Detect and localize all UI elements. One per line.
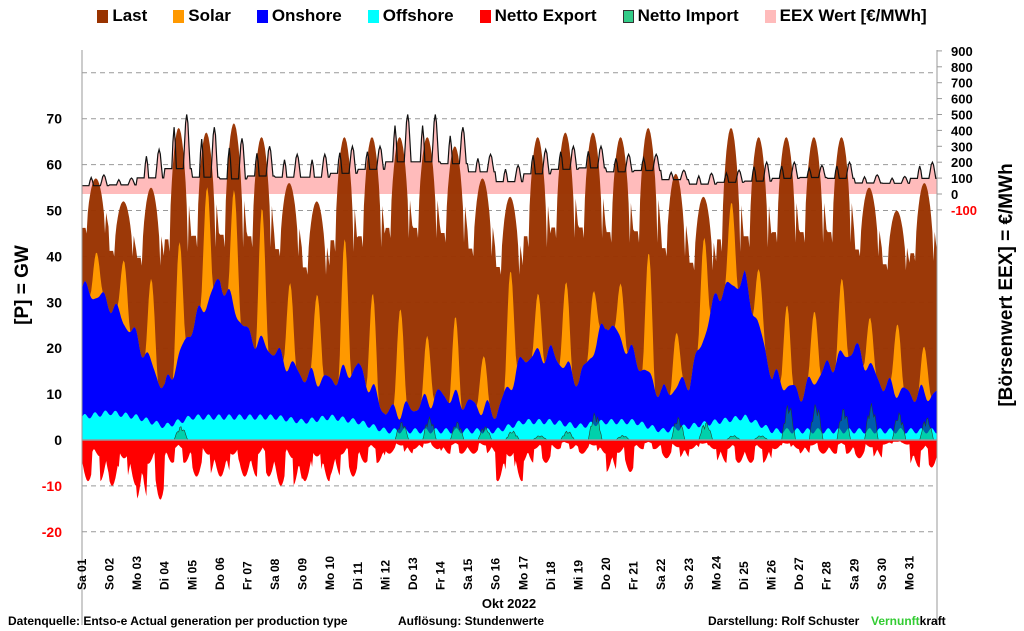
y2-tick-label: 0 [951,187,958,202]
y2-tick-label: 600 [951,92,973,107]
x-tick-label: Fr 14 [434,561,448,590]
y-tick-label: 20 [46,340,62,356]
x-tick-label: Sa 22 [654,558,668,590]
y2-tick-label: -100 [951,203,977,218]
x-tick-label: Di 18 [544,561,558,590]
x-tick-label: Sa 08 [268,558,282,590]
y-tick-label: -10 [42,478,62,494]
legend: Last Solar Onshore Offshore Netto Export… [0,6,1024,26]
eex-price-area [82,114,937,194]
series-offshore-area [82,410,937,440]
x-tick-label: Do 27 [792,557,806,590]
y2-tick-label: 800 [951,60,973,75]
x-tick-label: Do 13 [406,557,420,590]
x-tick-label: Di 11 [351,562,365,590]
x-tick-label: Mi 12 [378,560,392,590]
x-tick-label: Mo 10 [323,556,337,590]
y-tick-label: 0 [54,432,62,448]
y2-tick-label: 100 [951,171,973,186]
legend-onshore: Onshore [256,6,342,26]
x-tick-label: Sa 15 [461,558,475,590]
x-tick-label: Di 04 [158,561,172,590]
y2-tick-label: 700 [951,76,973,91]
legend-import: Netto Import [622,6,739,26]
legend-offshore: Offshore [367,6,454,26]
y2-tick-label: 400 [951,123,973,138]
x-tick-label: Di 25 [737,561,751,590]
series-export-area [82,440,937,500]
x-tick-label: So 02 [103,558,117,590]
x-axis-title: Okt 2022 [482,596,536,611]
x-tick-label: Sa 01 [75,558,89,590]
x-tick-label: Mo 24 [709,556,723,590]
y-tick-label: 60 [46,157,62,173]
x-tick-label: So 30 [875,558,889,590]
y2-tick-label: 900 [951,44,973,59]
legend-last: Last [97,6,147,26]
footer-brand: Vernunftkraft [871,614,946,628]
series-onshore-area [82,270,937,440]
x-tick-label: Fr 28 [820,561,834,590]
x-tick-label: Mo 31 [902,556,916,590]
x-tick-label: Do 06 [213,557,227,590]
x-tick-label: Do 20 [599,557,613,590]
y-tick-label: 10 [46,386,62,402]
y-tick-label: 40 [46,248,62,264]
eex-price-line [82,114,937,187]
y-tick-label: 30 [46,294,62,310]
y-axis-title: [P] = GW [12,245,33,325]
y2-tick-label: 300 [951,139,973,154]
y2-axis-title: [Börsenwert EEX] = €/MWh [996,163,1017,406]
x-tick-label: Mi 19 [571,560,585,590]
legend-export: Netto Export [479,6,597,26]
y2-tick-label: 500 [951,108,973,123]
x-tick-label: Mo 03 [130,556,144,590]
x-tick-label: Fr 21 [627,561,641,590]
x-tick-label: So 23 [682,558,696,590]
x-tick-label: Mi 05 [185,560,199,590]
x-tick-label: So 16 [489,558,503,590]
legend-eex: EEX Wert [€/MWh] [764,6,927,26]
footer-source: Datenquelle: Entso-e Actual generation p… [8,614,348,628]
x-tick-label: So 09 [296,558,310,590]
y2-tick-label: 200 [951,155,973,170]
legend-solar: Solar [173,6,231,26]
y-tick-label: 70 [46,111,62,127]
x-tick-label: Sa 29 [847,558,861,590]
footer-resolution: Auflösung: Stundenwerte [398,614,544,628]
x-tick-label: Mi 26 [765,560,779,590]
x-tick-label: Fr 07 [240,561,254,590]
y-tick-label: -20 [42,524,62,540]
footer-author: Darstellung: Rolf Schuster [708,614,860,628]
x-tick-label: Mo 17 [516,556,530,590]
y-tick-label: 50 [46,203,62,219]
